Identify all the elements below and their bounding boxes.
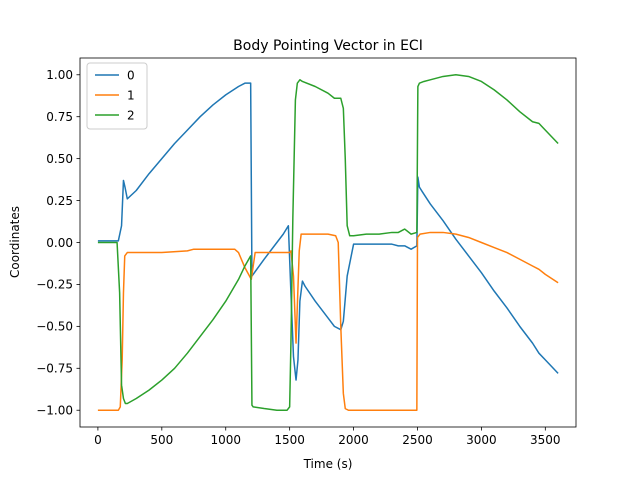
- y-tick-label: −0.50: [36, 320, 73, 334]
- chart-title: Body Pointing Vector in ECI: [233, 38, 423, 54]
- x-tick-label: 2500: [402, 433, 433, 447]
- y-tick-label: −0.75: [36, 362, 73, 376]
- x-tick-label: 3500: [530, 433, 561, 447]
- x-tick-label: 3000: [466, 433, 497, 447]
- series-line-0: [97, 82, 559, 381]
- y-tick-label: 0.25: [46, 194, 73, 208]
- legend-label-2: 2: [127, 108, 135, 122]
- y-tick-label: 1.00: [46, 68, 73, 82]
- series-line-1: [97, 231, 559, 411]
- plot-area: [79, 57, 577, 428]
- y-tick-label: 0.50: [46, 152, 73, 166]
- plot-frame: [79, 57, 577, 428]
- legend: 0 1 2: [86, 62, 148, 130]
- x-axis-label: Time (s): [303, 457, 353, 471]
- series-line-2: [97, 74, 559, 411]
- x-tick-label: 2000: [338, 433, 369, 447]
- y-axis-label: Coordinates: [8, 206, 22, 278]
- y-tick-label: −0.25: [36, 278, 73, 292]
- y-axis: −1.00 −0.75 −0.50 −0.25 0.00 0.25 0.50 0.75 1.00: [36, 68, 80, 418]
- x-tick-label: 0: [94, 433, 102, 447]
- series-layer: [97, 74, 559, 411]
- legend-label-1: 1: [127, 88, 135, 102]
- x-tick-label: 1500: [274, 433, 305, 447]
- legend-box: [86, 62, 148, 130]
- y-tick-label: 0.00: [46, 236, 73, 250]
- x-axis: 0 500 1000 1500 2000 2500 3000 3500: [94, 427, 561, 447]
- y-tick-label: 0.75: [46, 110, 73, 124]
- x-tick-label: 1000: [210, 433, 241, 447]
- x-tick-label: 500: [150, 433, 173, 447]
- y-tick-label: −1.00: [36, 404, 73, 418]
- legend-label-0: 0: [127, 68, 135, 82]
